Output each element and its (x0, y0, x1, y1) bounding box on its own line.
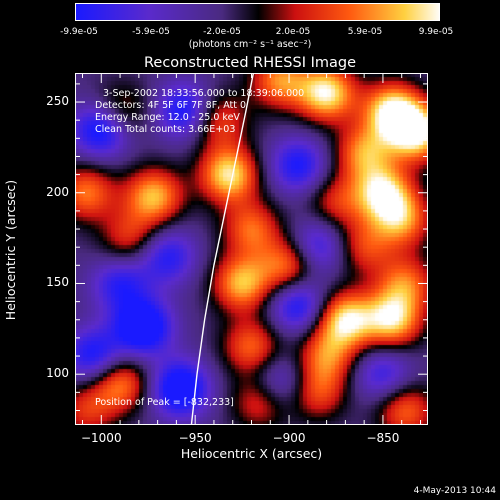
y-tick-label: 100 (46, 366, 69, 381)
colorbar-tick-label: -2.0e-05 (203, 27, 241, 37)
rhessi-heatmap (75, 73, 428, 425)
time-range-label: 3-Sep-2002 18:33:56.000 to 18:39:06.000 (103, 88, 305, 99)
clean-counts-label: Clean Total counts: 3.66E+03 (95, 124, 236, 135)
energy-range-label: Energy Range: 12.0 - 25.0 keV (95, 112, 240, 123)
y-axis-label: Heliocentric Y (arcsec) (3, 179, 18, 321)
y-tick-label: 150 (46, 275, 69, 290)
colorbar-units: (photons cm⁻² s⁻¹ asec⁻²) (188, 39, 312, 50)
plot-overlay (75, 73, 428, 425)
colorbar (75, 3, 440, 21)
x-tick-label: −850 (366, 431, 400, 445)
chart-title: Reconstructed RHESSI Image (143, 55, 356, 71)
detectors-label: Detectors: 4F 5F 6F 7F 8F, Att 0 (95, 100, 247, 111)
colorbar-tick-label: 5.9e-05 (347, 27, 383, 37)
x-tick-label: −950 (178, 431, 212, 445)
solar-limb-curve (190, 73, 255, 425)
x-axis-label: Heliocentric X (arcsec) (180, 446, 323, 461)
x-tick-label: −1000 (80, 431, 122, 445)
y-tick-label: 250 (46, 94, 69, 109)
axis-ticks (75, 73, 428, 425)
colorbar-tick-label: 2.0e-05 (275, 27, 311, 37)
peak-position-label: Position of Peak = [-832,233] (95, 397, 234, 408)
colorbar-tick-label: -9.9e-05 (60, 27, 98, 37)
colorbar-tick-label: -5.9e-05 (132, 27, 170, 37)
y-tick-label: 200 (46, 184, 69, 199)
x-tick-label: −900 (272, 431, 306, 445)
timestamp: 4-May-2013 10:44 (413, 486, 496, 496)
colorbar-tick-label: 9.9e-05 (418, 27, 454, 37)
